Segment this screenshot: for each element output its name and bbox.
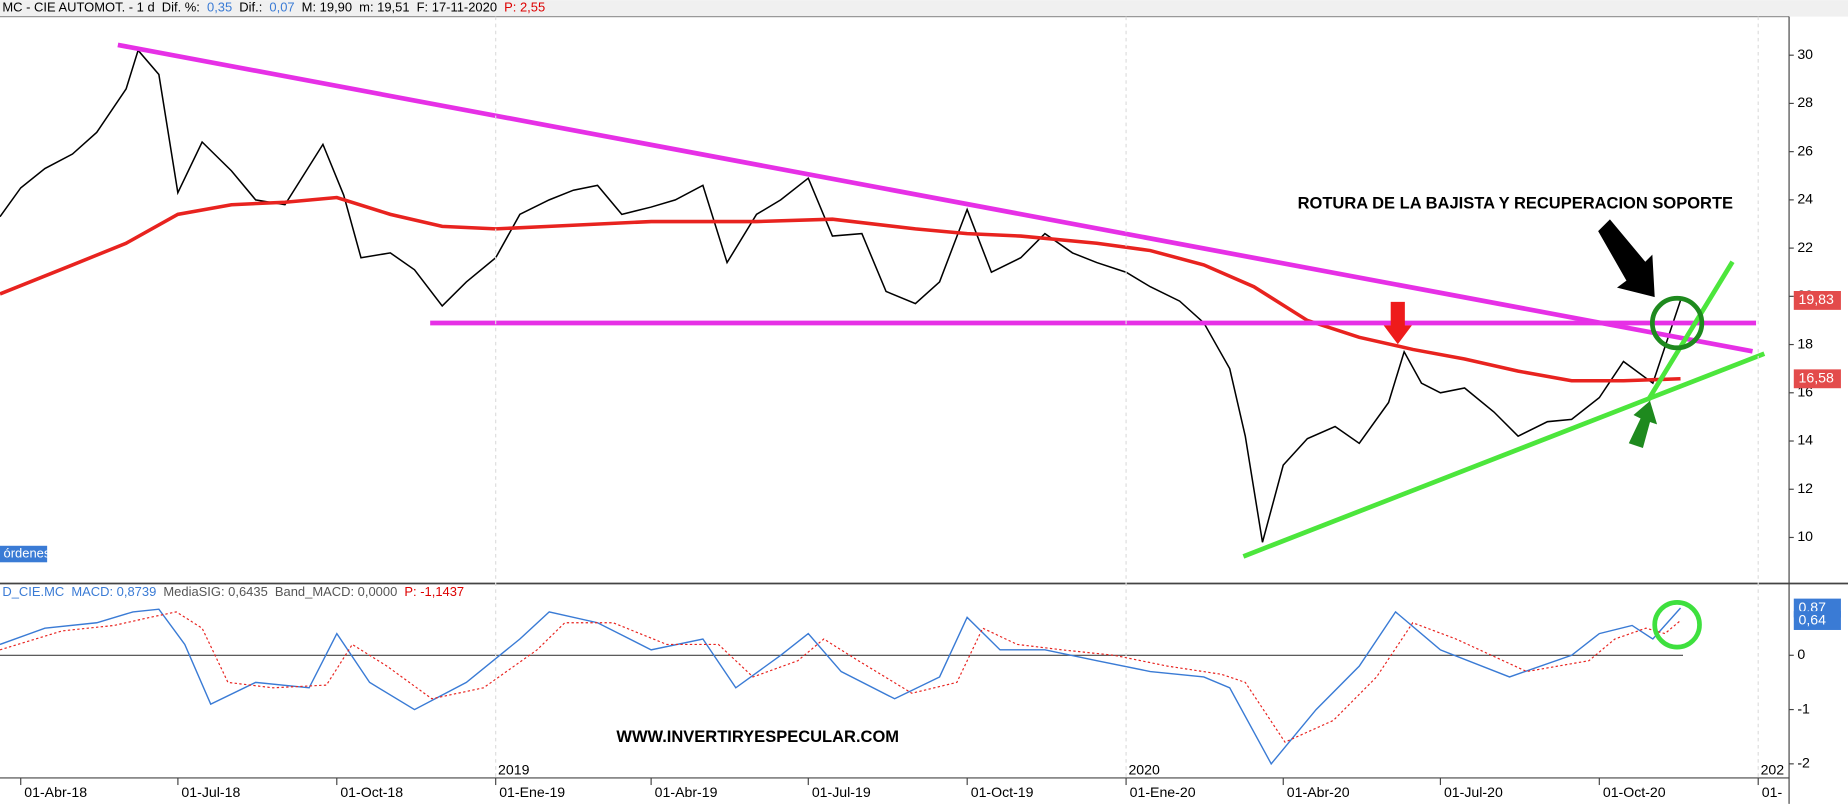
x-tick-label: 01-Oct-19 — [971, 784, 1034, 800]
x-tick-label: 01-Jul-20 — [1444, 784, 1503, 800]
y-tick-label: -2 — [1797, 755, 1810, 771]
uptrend-line — [1242, 351, 1766, 559]
header-item: Band_MACD: 0,0000 — [275, 584, 397, 599]
x-tick-label: 01- — [1762, 784, 1783, 800]
y-tick-label: 10 — [1797, 528, 1813, 544]
macd-circle — [1652, 599, 1702, 650]
year-label: 2020 — [1128, 762, 1160, 778]
series-line — [0, 607, 1682, 766]
series-line — [0, 611, 1681, 743]
x-tick-label: 01-Abr-20 — [1287, 784, 1350, 800]
header-item: P: -1,1437 — [404, 584, 464, 599]
header-item: M: 19,90 — [302, 0, 352, 15]
x-tick-label: 01-Abr-19 — [655, 784, 718, 800]
y-tick-label: 12 — [1797, 480, 1813, 496]
steep-uptrend-line — [1645, 260, 1735, 403]
header-item: 0,07 — [269, 0, 294, 15]
x-tick-label: 01-Jul-18 — [181, 784, 240, 800]
downtrend-line — [117, 42, 1753, 354]
header-item: F: 17-11-2020 — [417, 0, 497, 15]
header-item: m: 19,51 — [359, 0, 409, 15]
x-tick-label: 01-Ene-20 — [1130, 784, 1196, 800]
header-item: MC - CIE AUTOMOT. - 1 d — [2, 0, 154, 15]
header-item: 0,35 — [207, 0, 232, 15]
black-arrow — [1598, 219, 1655, 298]
y-tick-label: 0 — [1797, 646, 1805, 662]
y-tick-label: 24 — [1797, 191, 1813, 207]
green-arrow — [1628, 400, 1658, 448]
header-text: MC - CIE AUTOMOT. - 1 d Dif. %: 0,35 Dif.: 0… — [2, 0, 545, 15]
y-tick-label: 28 — [1797, 94, 1813, 110]
series-line — [0, 48, 1682, 543]
last-value-label: 0,87 — [1798, 599, 1826, 615]
header-item: D_CIE.MC — [2, 584, 64, 599]
breakout-circle — [1650, 295, 1705, 351]
x-tick-label: 01-Jul-19 — [812, 784, 871, 800]
header-item: MACD: 0,8739 — [71, 584, 156, 599]
last-value-label: 19,83 — [1798, 291, 1833, 307]
red-arrow — [1383, 301, 1412, 345]
x-tick-label: 01-Oct-18 — [340, 784, 403, 800]
last-value-box — [1793, 291, 1841, 310]
y-tick-label: 30 — [1797, 46, 1813, 62]
header-item: Dif.: — [239, 0, 262, 15]
x-tick-label: 01-Abr-18 — [24, 784, 87, 800]
orders-label: órdenes — [4, 545, 51, 560]
x-tick-label: 01-Ene-19 — [499, 784, 565, 800]
last-value-label: 16,58 — [1798, 370, 1833, 386]
header-item: Dif. %: — [162, 0, 200, 15]
y-tick-label: 26 — [1797, 142, 1813, 158]
header-text: D_CIE.MC MACD: 0,8739 MediaSIG: 0,6435 Band… — [2, 584, 464, 599]
header-item: MediaSIG: 0,6435 — [163, 584, 267, 599]
header-bar — [0, 0, 1848, 17]
annotation: ROTURA DE LA BAJISTA Y RECUPERACION SOPO… — [1298, 194, 1733, 212]
header: MC - CIE AUTOMOT. - 1 d Dif. %: 0,35 Dif.: 0… — [2, 0, 545, 15]
last-value-box — [1793, 369, 1841, 389]
y-tick-label: 22 — [1797, 239, 1813, 255]
orders-box — [0, 545, 48, 563]
y-tick-label: -1 — [1797, 700, 1810, 716]
last-value-label: 0,64 — [1798, 611, 1826, 627]
macd-panel: D_CIE.MC MACD: 0,8739 MediaSIG: 0,6435 Band… — [0, 584, 1841, 771]
last-value-box — [1793, 611, 1841, 630]
y-tick-label: 14 — [1797, 432, 1813, 448]
header-item: P: 2,55 — [504, 0, 545, 15]
y-tick-label: 18 — [1797, 335, 1813, 351]
year-label: 2019 — [498, 762, 530, 778]
x-tick-label: 01-Oct-20 — [1603, 784, 1666, 800]
watermark: WWW.INVERTIRYESPECULAR.COM — [616, 728, 899, 746]
series-line — [0, 195, 1681, 383]
year-label: 202 — [1761, 762, 1785, 778]
